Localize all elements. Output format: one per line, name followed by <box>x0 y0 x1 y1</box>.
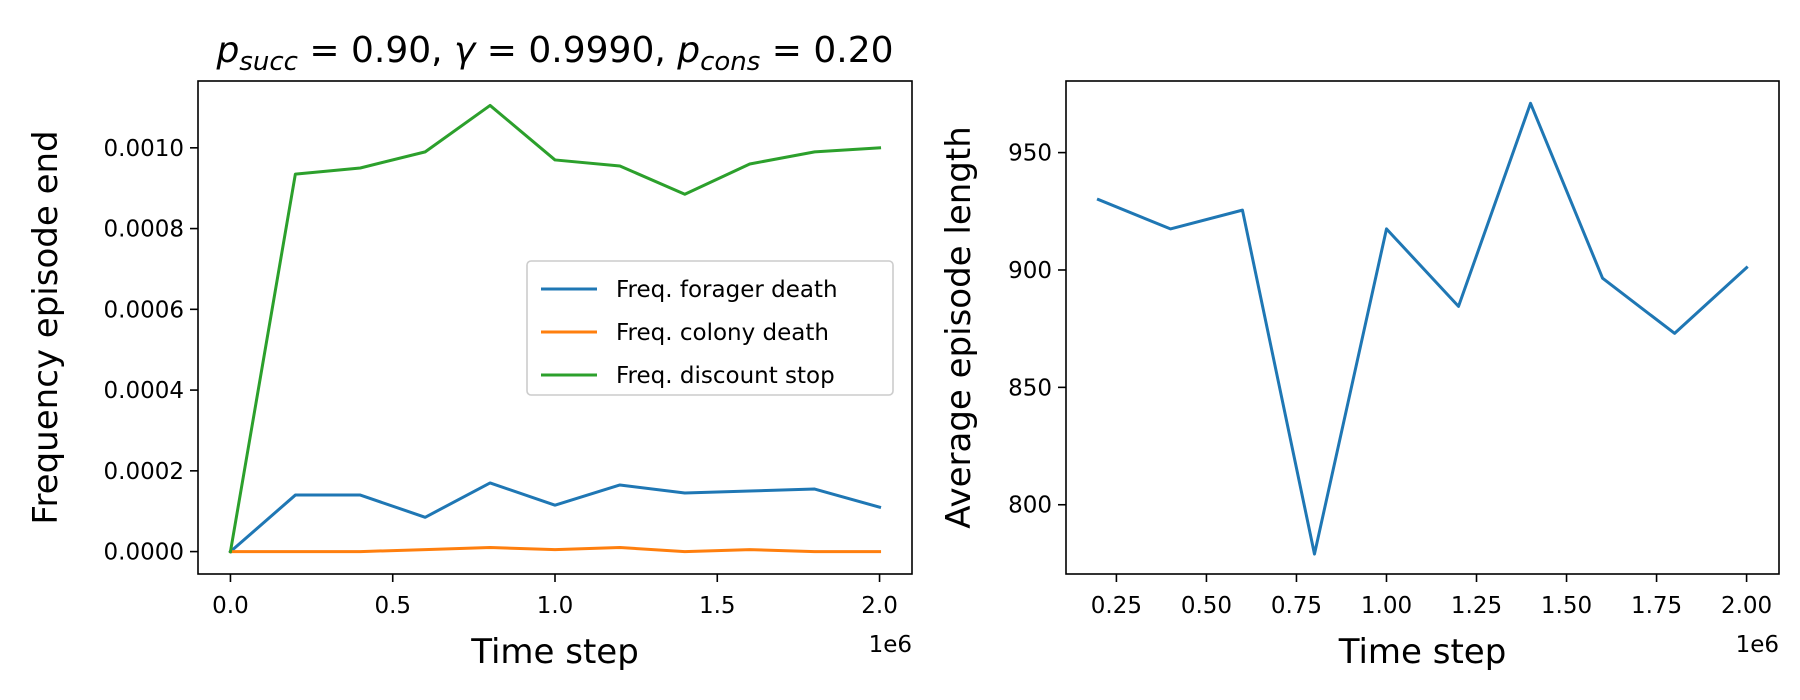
chart-title: psucc = 0.90, γ = 0.9990, pcons = 0.20 <box>215 30 893 77</box>
y-tick-label: 0.0004 <box>104 378 184 404</box>
y-tick-label: 950 <box>1008 141 1052 167</box>
legend-entry: Freq. forager death <box>616 277 838 303</box>
x-tick-label: 0.50 <box>1181 593 1232 619</box>
y-tick-label: 0.0002 <box>104 459 184 485</box>
x-tick-label: 1.5 <box>699 593 736 619</box>
axes-frame <box>1065 80 1780 575</box>
y-tick-label: 800 <box>1008 493 1052 519</box>
series-line-episode-length <box>1096 101 1749 556</box>
title-part: cons <box>700 47 760 77</box>
series-line-freq-discount-stop <box>228 103 882 554</box>
title-part: = 0.9990, <box>475 30 677 71</box>
y-axis-label: Frequency episode end <box>26 130 66 524</box>
series-line-freq-forager-death <box>228 481 882 554</box>
title-part: p <box>215 30 239 71</box>
x-tick-label: 1.50 <box>1541 593 1592 619</box>
y-tick-label: 850 <box>1008 375 1052 401</box>
series-line-freq-colony-death <box>228 546 882 554</box>
y-axis-label: Average episode length <box>939 126 979 529</box>
x-axis-label: Time step <box>470 632 639 672</box>
x-tick-label: 2.0 <box>861 593 898 619</box>
y-tick-label: 0.0000 <box>104 540 184 566</box>
title-part: = 0.90, <box>298 30 454 71</box>
x-tick-label: 0.75 <box>1271 593 1322 619</box>
x-offset-label: 1e6 <box>869 632 912 658</box>
x-tick-label: 2.00 <box>1721 593 1772 619</box>
y-tick-label: 0.0008 <box>104 217 184 243</box>
left-chart-panel: 0.0 0.5 1.0 1.5 2.0 0.0000 0.0002 0.0004 0.0006 0… <box>26 30 913 672</box>
title-part: γ <box>454 30 477 71</box>
title-part: = 0.20 <box>760 30 893 71</box>
legend-entry: Freq. discount stop <box>616 363 835 389</box>
legend-entry: Freq. colony death <box>616 320 829 346</box>
y-tick-label: 900 <box>1008 258 1052 284</box>
title-part: p <box>676 30 700 71</box>
title-part: succ <box>239 47 298 77</box>
x-offset-label: 1e6 <box>1736 632 1779 658</box>
legend-box <box>526 260 894 396</box>
x-tick-label: 0.0 <box>212 593 249 619</box>
y-tick-label: 0.0006 <box>104 297 184 323</box>
x-tick-label: 0.25 <box>1091 593 1142 619</box>
x-tick-label: 1.75 <box>1631 593 1682 619</box>
x-tick-label: 1.25 <box>1451 593 1502 619</box>
x-tick-label: 0.5 <box>374 593 411 619</box>
right-chart-panel: 0.25 0.50 0.75 1.00 1.25 1.50 1.75 2.00 800 850 90… <box>939 80 1780 672</box>
y-tick-label: 0.0010 <box>104 136 184 162</box>
x-tick-label: 1.00 <box>1361 593 1412 619</box>
x-tick-label: 1.0 <box>537 593 574 619</box>
x-axis-label: Time step <box>1338 632 1507 672</box>
